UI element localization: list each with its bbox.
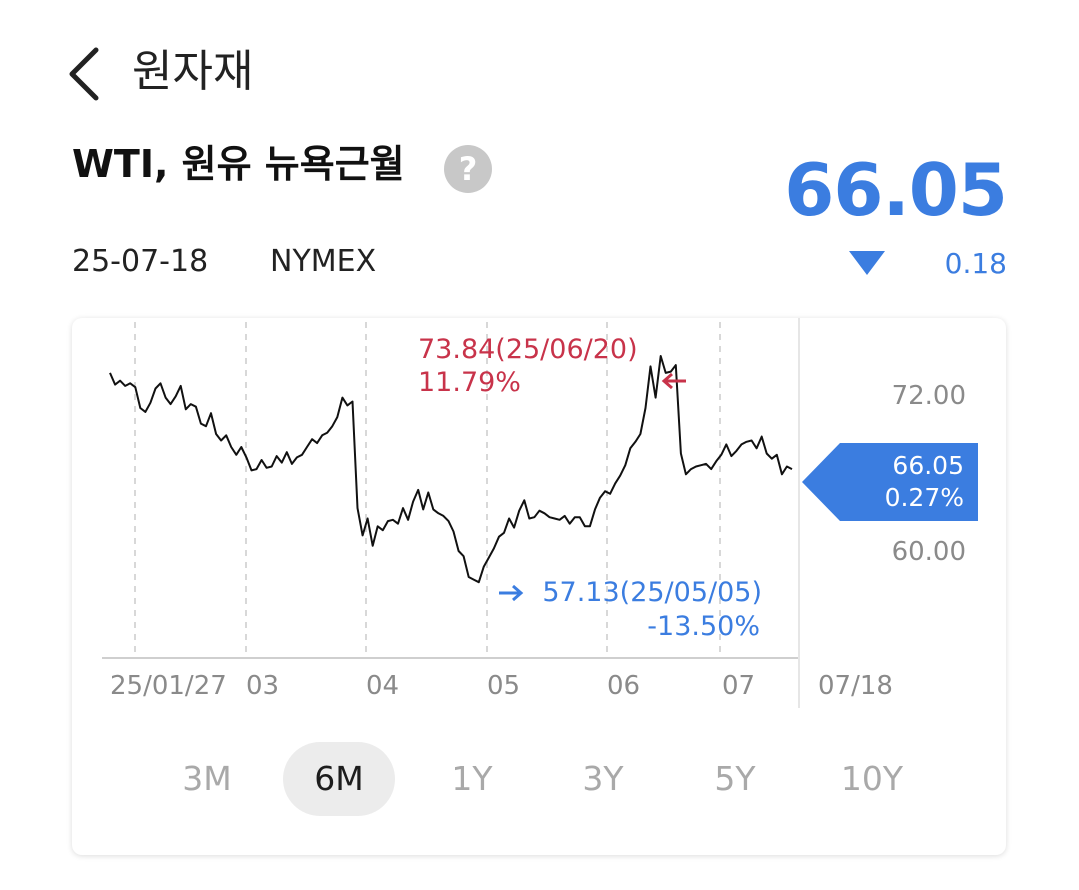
x-tick-label: 06	[607, 671, 640, 701]
range-tab-3m[interactable]: 3M	[182, 759, 232, 798]
arrow-left-icon	[661, 372, 686, 390]
exchange-label: NYMEX	[270, 244, 377, 279]
low-annotation-value: 57.13(25/05/05)	[542, 577, 762, 608]
badge-percent: 0.27%	[885, 483, 964, 512]
down-triangle-icon	[849, 251, 885, 275]
high-annotation-percent: 11.79%	[418, 367, 521, 398]
range-tab-3y[interactable]: 3Y	[582, 759, 624, 798]
current-price: 66.05	[784, 148, 1008, 232]
high-annotation: 73.84(25/06/20) 11.79%	[418, 334, 686, 398]
high-annotation-value: 73.84(25/06/20)	[418, 334, 638, 365]
range-tab-10y[interactable]: 10Y	[840, 759, 904, 798]
x-tick-label: 05	[487, 671, 520, 701]
range-tab-1y[interactable]: 1Y	[451, 759, 493, 798]
low-annotation: 57.13(25/05/05) -13.50%	[499, 577, 762, 642]
current-price-badge: 66.05 0.27%	[802, 443, 978, 521]
x-tick-label: 04	[366, 671, 399, 701]
help-icon[interactable]: ?	[444, 145, 492, 193]
chart-card	[72, 318, 1006, 855]
range-tab-6m[interactable]: 6M	[283, 742, 395, 816]
x-tick-label: 07/18	[818, 671, 893, 701]
x-tick-label: 03	[246, 671, 279, 701]
chart-gridlines	[134, 322, 721, 656]
badge-price: 66.05	[892, 451, 964, 480]
price-change: 0.18	[944, 247, 1007, 280]
chevron-left-icon	[69, 47, 99, 101]
back-button[interactable]	[62, 46, 110, 102]
page-title: 원자재	[132, 46, 254, 97]
x-tick-label: 25/01/27	[110, 671, 227, 701]
low-annotation-percent: -13.50%	[647, 611, 760, 642]
x-tick-label: 07	[722, 671, 755, 701]
instrument-name: WTI, 원유 뉴욕근월	[72, 142, 405, 186]
arrow-right-icon	[499, 584, 524, 602]
y-tick-label: 60.00	[892, 537, 966, 567]
y-tick-label: 72.00	[892, 381, 966, 411]
quote-date: 25-07-18	[72, 244, 209, 279]
range-selector: 3M 6M 1Y 3Y 5Y 10Y	[0, 742, 1079, 816]
range-tab-5y[interactable]: 5Y	[714, 759, 756, 798]
price-series-line	[109, 355, 793, 584]
